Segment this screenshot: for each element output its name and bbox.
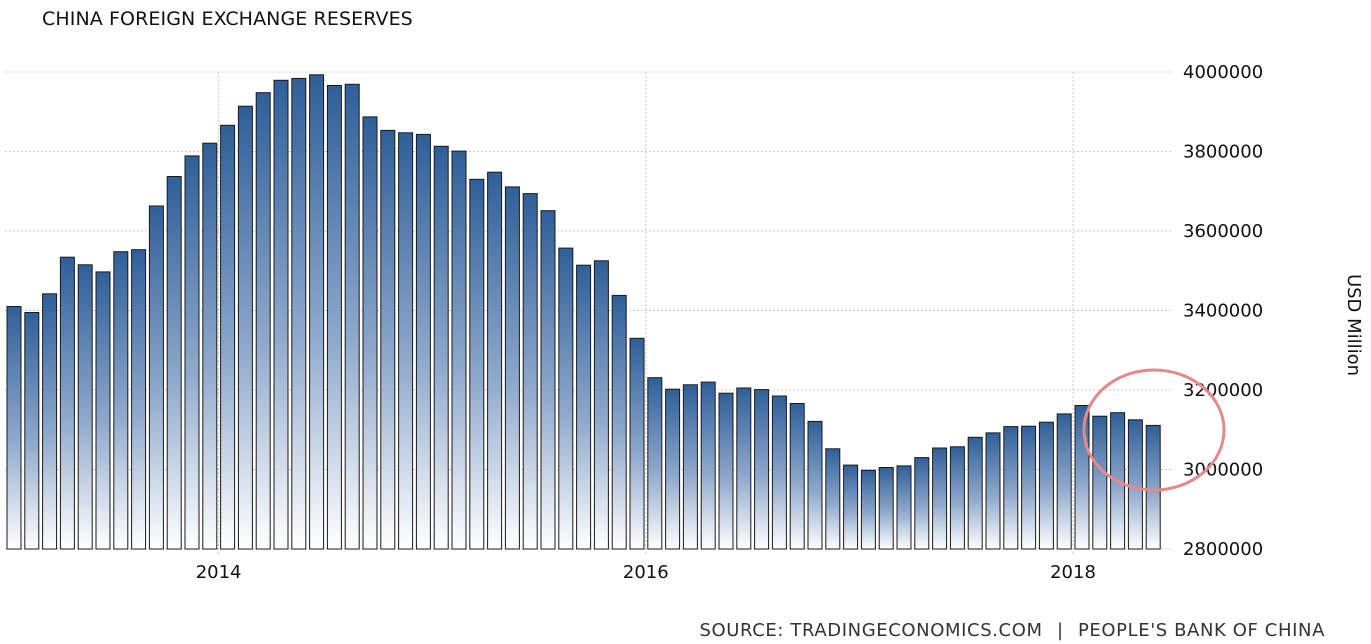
bar-2013-02[interactable] [24,312,40,550]
bar-2018-05[interactable] [1145,424,1161,550]
bar-2016-12[interactable] [843,464,859,550]
x-tick-label: 2018 [1050,562,1096,583]
bar-2015-05[interactable] [504,186,520,550]
bar-2016-10[interactable] [807,420,823,550]
y-axis-title: USD Million [1343,274,1364,376]
y-tick-label: 3000000 [1183,460,1263,481]
bar-2017-03[interactable] [896,465,912,550]
bar-2015-08[interactable] [558,247,574,550]
bar-2015-02[interactable] [451,150,467,550]
bar-2016-05[interactable] [718,392,734,550]
bar-2014-03[interactable] [255,92,271,550]
bar-2017-06[interactable] [949,446,965,550]
bar-2016-03[interactable] [682,384,698,550]
source-origin: PEOPLE'S BANK OF CHINA [1077,620,1325,641]
bar-2016-07[interactable] [754,389,770,550]
bar-2013-07[interactable] [113,251,129,550]
bar-2013-08[interactable] [131,249,147,550]
bar-2013-03[interactable] [42,293,58,550]
bar-2013-04[interactable] [59,256,75,550]
bar-2014-11[interactable] [398,132,414,550]
bar-2014-08[interactable] [344,83,360,550]
bar-2015-04[interactable] [487,171,503,550]
bar-2015-06[interactable] [522,193,538,550]
y-tick-label: 4000000 [1183,62,1263,83]
bar-2018-02[interactable] [1092,415,1108,550]
bar-2017-12[interactable] [1056,413,1072,550]
bar-2017-07[interactable] [967,436,983,550]
bar-2014-12[interactable] [415,133,431,550]
bar-2016-08[interactable] [771,395,787,550]
bar-2013-10[interactable] [166,176,182,550]
bar-2018-01[interactable] [1074,405,1090,550]
highlight-circle [1082,368,1226,492]
bar-2016-04[interactable] [700,381,716,550]
bar-2016-09[interactable] [789,403,805,550]
bars [6,74,1161,550]
bar-2018-04[interactable] [1127,419,1143,550]
bar-2013-05[interactable] [77,264,93,550]
bar-2015-12[interactable] [629,337,645,550]
bar-2014-05[interactable] [291,77,307,550]
y-tick-label: 3200000 [1183,380,1263,401]
x-tick-label: 2014 [196,562,242,583]
bar-2015-10[interactable] [593,260,609,550]
chart-title: CHINA FOREIGN EXCHANGE RESERVES [42,8,413,30]
bar-2015-01[interactable] [433,145,449,550]
bar-2013-12[interactable] [202,142,218,550]
bar-2014-07[interactable] [326,85,342,550]
x-tick-label: 2016 [623,562,669,583]
bar-2013-01[interactable] [6,306,22,550]
source-separator: | [1056,620,1064,641]
bar-2016-01[interactable] [647,377,663,550]
source-prefix: SOURCE: [699,620,785,641]
bar-2016-02[interactable] [665,388,681,550]
bar-2014-06[interactable] [309,74,325,550]
bar-2017-05[interactable] [932,447,948,550]
bar-2017-10[interactable] [1021,425,1037,550]
bar-2015-09[interactable] [576,264,592,550]
bar-2017-11[interactable] [1038,421,1054,550]
bar-2015-11[interactable] [611,294,627,550]
bar-2014-01[interactable] [220,124,236,550]
bar-2014-02[interactable] [237,105,253,550]
source-line: SOURCE: TRADINGECONOMICS.COM | PEOPLE'S … [699,620,1325,641]
y-tick-label: 3400000 [1183,301,1263,322]
bar-2013-11[interactable] [184,155,200,550]
bar-2015-07[interactable] [540,210,556,550]
bar-2017-04[interactable] [914,457,930,550]
bar-2013-06[interactable] [95,271,111,550]
bar-2017-01[interactable] [860,469,876,550]
bar-2015-03[interactable] [469,178,485,550]
bar-2016-06[interactable] [736,387,752,550]
y-tick-label: 3600000 [1183,221,1263,242]
bar-2013-09[interactable] [148,205,164,550]
x-axis-ticks: 2014 2016 2018 [196,562,1096,583]
y-tick-label: 2800000 [1183,539,1263,560]
bar-2017-02[interactable] [878,467,894,550]
bar-2014-09[interactable] [362,116,378,550]
y-axis-ticks: 2800000 3000000 3200000 3400000 3600000 38000… [1183,62,1263,560]
source-provider[interactable]: TRADINGECONOMICS.COM [790,620,1043,641]
bar-2014-04[interactable] [273,79,289,550]
bar-2017-09[interactable] [1003,426,1019,550]
bar-2017-08[interactable] [985,432,1001,550]
bar-2014-10[interactable] [380,129,396,550]
bar-2016-11[interactable] [825,448,841,550]
y-tick-label: 3800000 [1183,142,1263,163]
